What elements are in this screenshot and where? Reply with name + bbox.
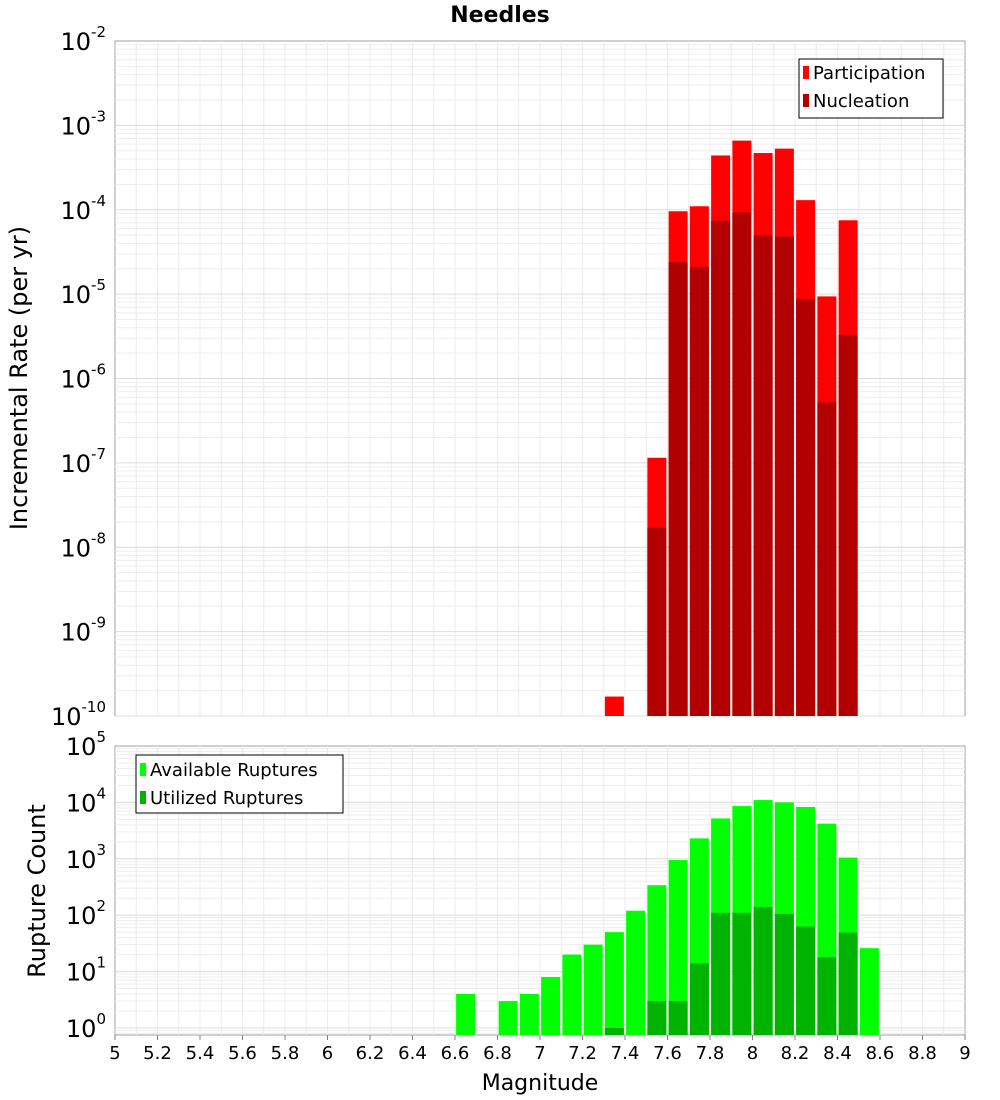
x-tick-label: 6.2 — [356, 1043, 385, 1064]
bottom-bar-utilized-ruptures — [689, 963, 709, 1035]
bottom-bar-available-ruptures — [626, 910, 646, 1035]
top-y-tick-labels: 10-2 10-3 10-4 10-5 10-6 10-7 10-8 10-9 10-10 — [51, 23, 106, 731]
top-bar-nucleation — [817, 402, 837, 716]
top-y-tick-label: 10-3 — [60, 107, 106, 140]
bottom-y-tick-label: 102 — [66, 897, 106, 930]
top-bar-nucleation — [838, 334, 858, 716]
bottom-bar-available-ruptures — [583, 944, 603, 1035]
x-tick-label: 7.6 — [653, 1043, 682, 1064]
x-tick-label: 8.8 — [908, 1043, 937, 1064]
x-tick-label: 7.8 — [696, 1043, 725, 1064]
bottom-bar-available-ruptures — [456, 994, 476, 1035]
x-tick-label: 8.4 — [823, 1043, 852, 1064]
top-bar-nucleation — [668, 262, 688, 716]
bottom-legend: Available Ruptures Utilized Ruptures — [135, 754, 344, 814]
top-plot-area: 10-2 10-3 10-4 10-5 10-6 10-7 10-8 10-9 10-10 Pa… — [51, 23, 966, 731]
top-y-tick-label: 10-8 — [60, 529, 106, 562]
x-tick-label: 9 — [959, 1043, 970, 1064]
x-tick-labels: 5 5.2 5.4 5.6 5.8 6 6.2 6.4 6.6 6.8 7 7.2 7.4 7.6 7.8 8… — [109, 1035, 971, 1064]
top-y-tick-label: 10-4 — [60, 192, 106, 225]
bottom-y-tick-label: 104 — [66, 784, 106, 817]
bottom-y-tick-labels: 105 104 103 102 101 100 — [66, 728, 106, 1043]
top-y-tick-label: 10-7 — [60, 445, 106, 478]
bottom-bar-available-ruptures — [668, 860, 688, 1035]
top-bars — [604, 140, 858, 717]
top-y-tick-label: 10-10 — [51, 698, 106, 731]
chart-title: Needles — [450, 3, 550, 28]
bottom-y-tick-label: 103 — [66, 841, 106, 874]
bottom-bar-available-ruptures — [519, 994, 539, 1035]
top-bar-nucleation — [732, 212, 752, 717]
bottom-bar-utilized-ruptures — [774, 913, 794, 1035]
utilized-legend-label: Utilized Ruptures — [150, 788, 303, 809]
bottom-bar-available-ruptures — [604, 932, 624, 1035]
top-y-axis-label: Incremental Rate (per yr) — [5, 226, 33, 530]
bottom-plot-area: 105 104 103 102 101 100 5 5.2 5.4 5.6 5.8 6 6.2 6.4 6… — [66, 728, 971, 1064]
x-tick-label: 5.6 — [228, 1043, 257, 1064]
x-tick-label: 7.2 — [568, 1043, 597, 1064]
x-tick-label: 6 — [322, 1043, 333, 1064]
top-bar-nucleation — [796, 299, 816, 716]
x-tick-label: 5.2 — [143, 1043, 172, 1064]
participation-legend-swatch — [803, 66, 809, 79]
available-legend-swatch — [140, 763, 146, 776]
bottom-y-tick-label: 101 — [66, 954, 106, 987]
top-legend: Participation Nucleation — [798, 58, 944, 119]
x-tick-label: 6.4 — [398, 1043, 427, 1064]
bottom-bar-available-ruptures — [541, 977, 561, 1035]
bottom-legend-box — [135, 754, 344, 814]
x-tick-label: 7 — [534, 1043, 545, 1064]
bottom-bar-utilized-ruptures — [604, 1027, 624, 1035]
top-bar-nucleation — [711, 220, 731, 716]
bottom-bar-utilized-ruptures — [711, 912, 731, 1035]
top-gridlines — [115, 41, 965, 717]
bottom-bar-available-ruptures — [562, 954, 582, 1035]
available-legend-label: Available Ruptures — [150, 760, 318, 781]
top-bar-nucleation — [689, 266, 709, 716]
bottom-bar-available-ruptures — [647, 885, 667, 1035]
bottom-bar-utilized-ruptures — [753, 906, 773, 1035]
nucleation-legend-label: Nucleation — [813, 91, 909, 112]
top-y-tick-label: 10-6 — [60, 361, 106, 394]
top-bar-nucleation — [647, 527, 667, 716]
x-tick-label: 8 — [747, 1043, 758, 1064]
top-bar-nucleation — [753, 235, 773, 716]
x-tick-label: 6.6 — [441, 1043, 470, 1064]
top-legend-box — [798, 58, 944, 119]
bottom-bar-utilized-ruptures — [647, 1001, 667, 1035]
x-tick-label: 8.2 — [781, 1043, 810, 1064]
bottom-y-tick-label: 100 — [66, 1010, 106, 1043]
bottom-y-tick-label: 105 — [66, 728, 106, 761]
bottom-bar-utilized-ruptures — [796, 926, 816, 1035]
utilized-legend-swatch — [140, 791, 146, 804]
x-tick-label: 6.8 — [483, 1043, 512, 1064]
x-tick-label: 5 — [109, 1043, 120, 1064]
bottom-bar-utilized-ruptures — [838, 932, 858, 1035]
top-bar-participation — [604, 696, 624, 716]
bottom-bars — [456, 800, 879, 1035]
x-tick-label: 7.4 — [611, 1043, 640, 1064]
bottom-bar-utilized-ruptures — [817, 957, 837, 1035]
top-y-tick-label: 10-5 — [60, 276, 106, 309]
x-axis-label: Magnitude — [482, 1071, 599, 1096]
x-tick-label: 8.6 — [866, 1043, 895, 1064]
x-tick-label: 5.8 — [271, 1043, 300, 1064]
bottom-y-axis-label: Rupture Count — [23, 804, 51, 978]
participation-legend-label: Participation — [813, 63, 925, 84]
top-y-tick-label: 10-2 — [60, 23, 106, 56]
top-bar-nucleation — [774, 236, 794, 716]
bottom-bar-available-ruptures — [498, 1001, 518, 1035]
top-y-tick-label: 10-9 — [60, 614, 106, 647]
bottom-bar-utilized-ruptures — [732, 912, 752, 1035]
bottom-bar-utilized-ruptures — [668, 1001, 688, 1035]
bottom-bar-available-ruptures — [859, 948, 879, 1035]
x-tick-label: 5.4 — [186, 1043, 215, 1064]
nucleation-legend-swatch — [803, 94, 809, 107]
